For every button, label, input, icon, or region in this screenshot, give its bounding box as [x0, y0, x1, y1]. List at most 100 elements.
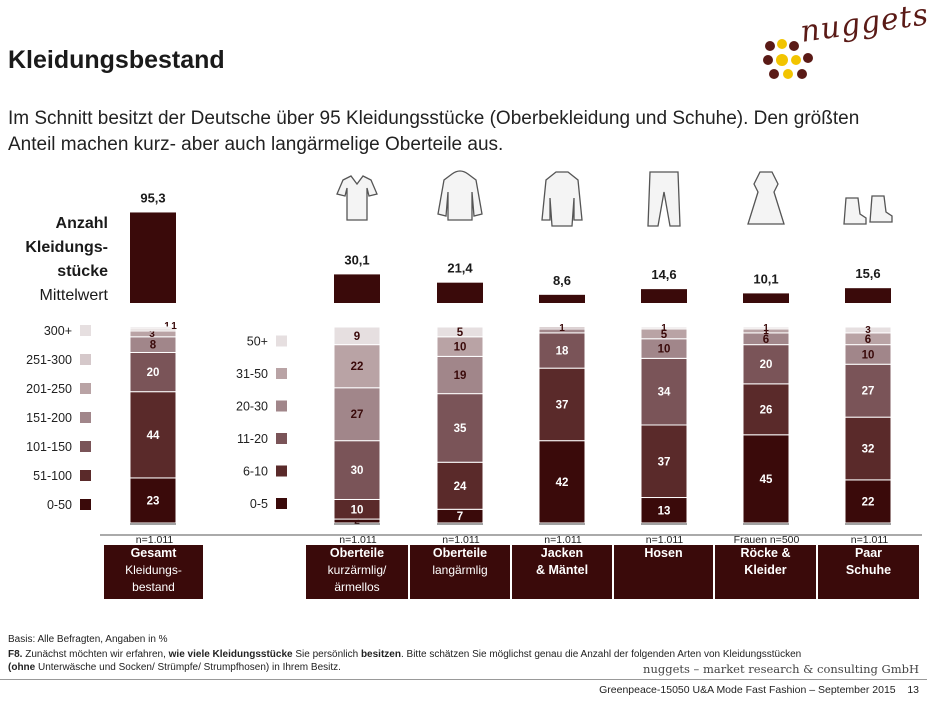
legend-gesamt-label: 251-300	[26, 353, 72, 367]
stack-value-label: 7	[457, 511, 463, 523]
footer-question: F8. Zunächst möchten wir erfahren, wie v…	[8, 648, 888, 674]
question-bold-1: wie viele Kleidungsstücke	[168, 649, 293, 660]
mean-value-label: 10,1	[753, 271, 778, 286]
sample-size-label: n=1.011	[544, 534, 582, 546]
stack-segment	[742, 383, 790, 436]
stack-value-label: 23	[147, 495, 160, 507]
stack-value-label: 2	[354, 516, 360, 527]
stack-value-label: 37	[556, 399, 569, 411]
page-title: Kleidungsbestand	[8, 46, 225, 74]
stack-value-label: 1	[763, 326, 769, 337]
mean-value-label: 95,3	[140, 190, 165, 205]
category-subtitle: langärmlig	[432, 563, 488, 577]
stack-segment	[436, 461, 484, 510]
stack-value-label: 1	[559, 323, 565, 334]
stack-value-label: 24	[454, 481, 467, 493]
stack-segment	[844, 416, 892, 481]
stack-segment	[640, 424, 688, 499]
stack-segment	[129, 351, 177, 393]
legend-category-swatch	[276, 400, 287, 412]
stack-segment	[129, 326, 177, 330]
stack-value-label: 8	[150, 340, 157, 352]
stack-value-label: 44	[147, 430, 160, 442]
shoes-icon	[843, 195, 893, 225]
stack-segment	[538, 440, 586, 524]
question-id: F8.	[8, 649, 23, 660]
question-text-3: . Bitte schätzen Sie möglichst genau die…	[400, 649, 802, 660]
category-subtitle-2: ärmellos	[334, 580, 380, 594]
stack-value-label: 3	[865, 325, 871, 336]
stack-segment	[742, 344, 790, 385]
stack-segment	[844, 479, 892, 524]
stack-segment	[538, 326, 586, 330]
mean-bar	[437, 282, 483, 303]
stack-value-label: 1	[164, 321, 170, 332]
legend-gesamt-swatch	[80, 412, 91, 423]
stack-value-label: 30	[351, 465, 364, 477]
mean-label-line3: stücke	[57, 263, 108, 280]
study-name: Greenpeace-15050 U&A Mode Fast Fashion –…	[599, 684, 896, 696]
stack-value-label: 42	[556, 477, 569, 489]
legend-category-label: 11-20	[237, 432, 268, 446]
stack-value-label: 22	[351, 361, 364, 373]
category-title: Oberteile	[432, 546, 488, 560]
stack-segment	[640, 497, 688, 524]
stack-value-label: 27	[862, 386, 875, 398]
mean-value-label: 30,1	[344, 252, 369, 267]
mean-bar	[539, 294, 585, 303]
category-subtitle: Kleider	[744, 563, 787, 577]
stack-value-label: 20	[147, 367, 160, 379]
question-line2-bold: (ohne	[8, 662, 36, 673]
footer-brand: nuggets – market research & consulting G…	[643, 662, 919, 676]
stack-segment	[436, 393, 484, 463]
category-subtitle-2: bestand	[132, 580, 175, 594]
mean-label-line1: Anzahl	[55, 215, 108, 232]
legend-gesamt-label: 300+	[44, 324, 72, 338]
category-subtitle: Schuhe	[845, 563, 892, 577]
category-title: Oberteile	[329, 546, 385, 560]
legend-category-label: 31-50	[236, 367, 268, 381]
mean-value-label: 15,6	[855, 266, 880, 281]
stack-segment	[436, 326, 484, 338]
category-title: Gesamt	[130, 546, 177, 560]
mean-bar	[845, 288, 891, 303]
stack-segment	[844, 326, 892, 334]
subtitle: Im Schnitt besitzt der Deutsche über 95 …	[8, 108, 860, 155]
stack-value-label: 6	[763, 334, 769, 346]
mean-bar	[334, 274, 380, 303]
stack-segment	[742, 326, 790, 330]
legend-category-swatch	[276, 368, 287, 379]
mean-bar	[130, 212, 176, 303]
stack-value-label: 22	[862, 496, 875, 508]
category-title: Paar	[854, 546, 883, 560]
stack-value-label: 19	[454, 370, 467, 382]
question-line2: Unterwäsche und Socken/ Strümpfe/ Strump…	[35, 662, 341, 673]
legend-gesamt-swatch	[80, 499, 91, 510]
legend-gesamt-swatch	[80, 383, 91, 394]
mean-label-line4: Mittelwert	[39, 287, 108, 304]
stack-value-label: 3	[149, 329, 155, 340]
category-title: Jacken	[540, 546, 584, 560]
category-cell: Oberteile kurzärmlig/ärmellos	[306, 545, 408, 599]
legend-gesamt-swatch	[80, 354, 91, 365]
mean-bar	[641, 289, 687, 303]
question-text-1: Zunächst möchten wir erfahren,	[22, 649, 169, 660]
legend-category-label: 0-5	[250, 497, 268, 511]
stack-value-label: 10	[658, 344, 671, 356]
page-number: 13	[907, 684, 919, 696]
question-text-2: Sie persönlich	[292, 649, 361, 660]
footer-divider	[0, 679, 927, 680]
trousers-icon	[647, 171, 681, 227]
mean-label-line2: Kleidungs-	[25, 239, 108, 256]
sample-size-label: n=1.011	[442, 534, 480, 546]
stack-segment	[742, 434, 790, 524]
stack-segment	[333, 326, 381, 346]
hoodie-icon	[437, 170, 483, 221]
legend-gesamt-swatch	[80, 470, 91, 481]
legend-category-swatch	[276, 335, 287, 347]
stack-value-label: 26	[760, 404, 773, 416]
stack-value-label: 20	[760, 359, 773, 371]
category-cell: Oberteile langärmlig	[410, 545, 510, 599]
category-subtitle: kurzärmlig/	[327, 563, 387, 577]
